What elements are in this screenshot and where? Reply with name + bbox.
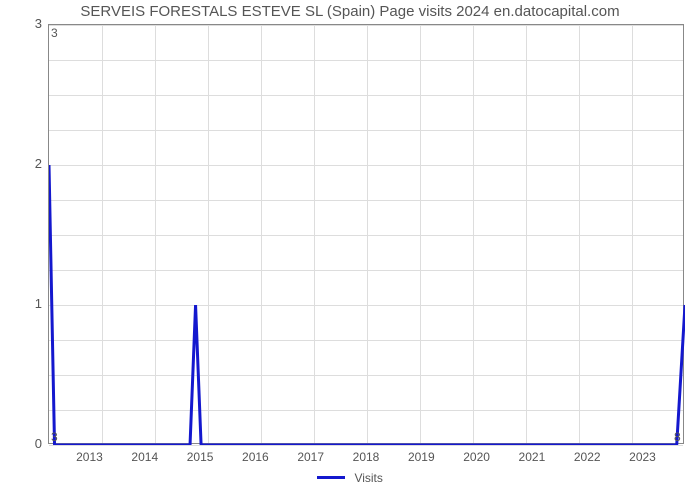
chart-title: SERVEIS FORESTALS ESTEVE SL (Spain) Page…: [0, 3, 700, 20]
series-svg: [49, 25, 685, 445]
series-line: [49, 165, 685, 445]
y-tick-label: 3: [12, 16, 42, 31]
x-tick-label: 2015: [180, 450, 220, 464]
corner-digit-bottom-right: 8: [674, 430, 681, 444]
x-tick-label: 2020: [457, 450, 497, 464]
x-tick-label: 2022: [567, 450, 607, 464]
legend-swatch: [317, 476, 345, 479]
x-tick-label: 2013: [69, 450, 109, 464]
plot-area: [48, 24, 684, 444]
x-tick-label: 2023: [623, 450, 663, 464]
corner-digit-top-left: 3: [51, 26, 58, 40]
y-tick-label: 1: [12, 296, 42, 311]
chart-container: SERVEIS FORESTALS ESTEVE SL (Spain) Page…: [0, 0, 700, 500]
x-tick-label: 2014: [125, 450, 165, 464]
legend-label: Visits: [354, 471, 382, 485]
x-tick-label: 2018: [346, 450, 386, 464]
x-tick-label: 2016: [235, 450, 275, 464]
x-tick-label: 2021: [512, 450, 552, 464]
x-tick-label: 2019: [401, 450, 441, 464]
x-tick-label: 2017: [291, 450, 331, 464]
y-tick-label: 0: [12, 436, 42, 451]
y-tick-label: 2: [12, 156, 42, 171]
corner-digit-bottom-left: 3: [51, 430, 58, 444]
chart-legend: Visits: [0, 470, 700, 485]
